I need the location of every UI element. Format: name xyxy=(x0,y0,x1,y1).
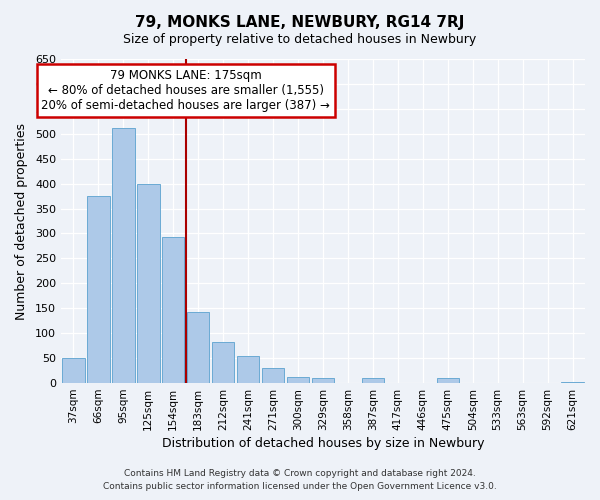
Text: 79 MONKS LANE: 175sqm
← 80% of detached houses are smaller (1,555)
20% of semi-d: 79 MONKS LANE: 175sqm ← 80% of detached … xyxy=(41,69,330,112)
Bar xyxy=(87,196,110,383)
Bar xyxy=(262,368,284,383)
Text: Contains HM Land Registry data © Crown copyright and database right 2024.
Contai: Contains HM Land Registry data © Crown c… xyxy=(103,470,497,491)
Bar xyxy=(62,358,85,383)
Bar xyxy=(187,312,209,383)
Bar xyxy=(437,378,459,383)
Bar xyxy=(112,128,134,383)
Bar xyxy=(312,378,334,383)
X-axis label: Distribution of detached houses by size in Newbury: Distribution of detached houses by size … xyxy=(162,437,484,450)
Y-axis label: Number of detached properties: Number of detached properties xyxy=(15,122,28,320)
Bar xyxy=(362,378,384,383)
Bar xyxy=(162,237,184,383)
Bar xyxy=(287,376,309,383)
Text: Size of property relative to detached houses in Newbury: Size of property relative to detached ho… xyxy=(124,32,476,46)
Bar xyxy=(212,342,235,383)
Text: 79, MONKS LANE, NEWBURY, RG14 7RJ: 79, MONKS LANE, NEWBURY, RG14 7RJ xyxy=(136,15,464,30)
Bar xyxy=(561,382,584,383)
Bar xyxy=(137,184,160,383)
Bar xyxy=(237,356,259,383)
